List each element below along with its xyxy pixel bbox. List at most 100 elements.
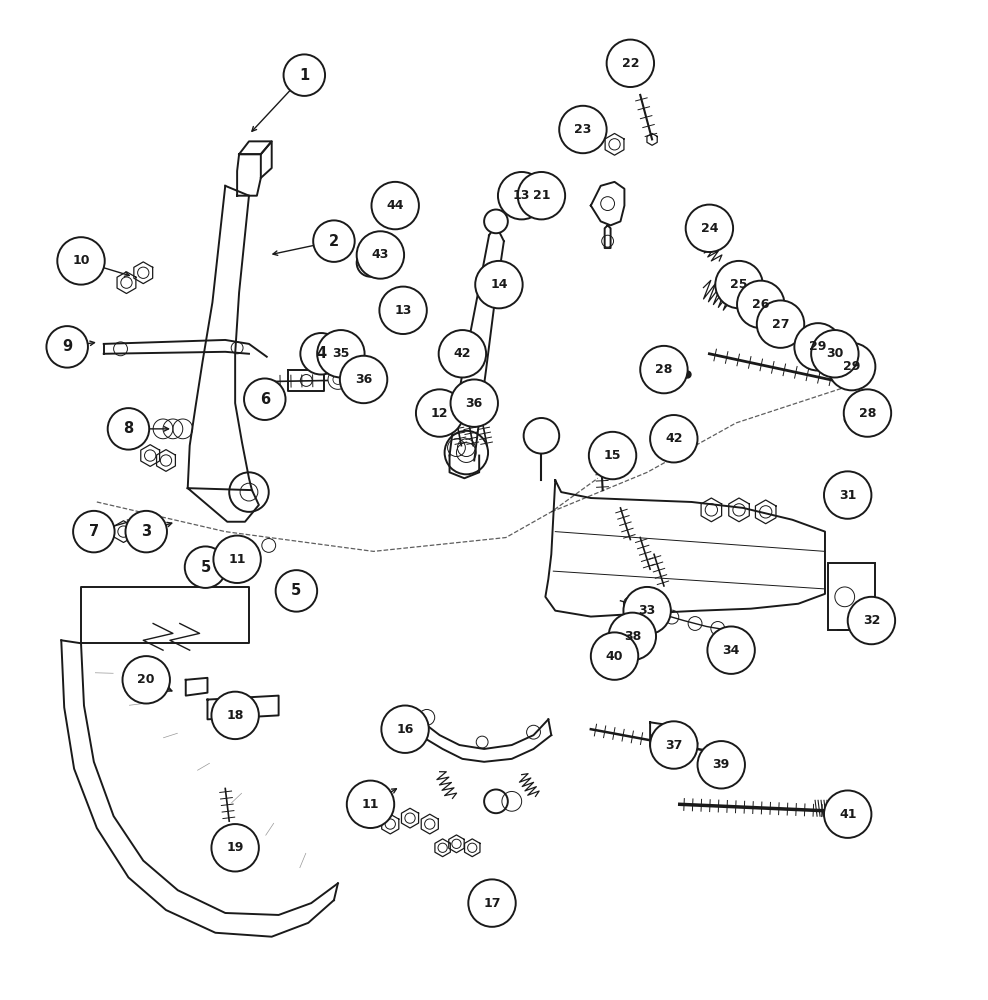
Circle shape [607, 40, 654, 87]
Circle shape [498, 172, 545, 219]
Circle shape [844, 389, 891, 437]
Text: 34: 34 [722, 644, 740, 657]
Circle shape [591, 632, 638, 680]
Circle shape [284, 54, 325, 96]
Circle shape [125, 511, 167, 552]
Circle shape [300, 333, 342, 375]
Text: 10: 10 [72, 254, 90, 267]
Circle shape [348, 370, 368, 389]
Circle shape [451, 379, 498, 427]
Circle shape [589, 432, 636, 479]
Circle shape [185, 546, 226, 588]
Circle shape [707, 626, 755, 674]
Text: 28: 28 [859, 407, 876, 420]
Text: 20: 20 [137, 673, 155, 686]
Text: 13: 13 [394, 304, 412, 317]
Circle shape [484, 210, 508, 233]
Text: 28: 28 [655, 363, 673, 376]
Text: 35: 35 [332, 347, 350, 360]
Circle shape [640, 346, 688, 393]
Text: 33: 33 [638, 604, 656, 617]
Text: 15: 15 [604, 449, 621, 462]
Text: 37: 37 [665, 739, 683, 752]
Circle shape [416, 389, 463, 437]
Text: 11: 11 [362, 798, 379, 811]
Circle shape [518, 172, 565, 219]
Text: 31: 31 [839, 489, 857, 502]
Text: 39: 39 [712, 758, 730, 771]
Circle shape [824, 790, 871, 838]
Circle shape [698, 741, 745, 788]
Circle shape [848, 597, 895, 644]
Text: 1: 1 [299, 68, 309, 83]
Text: 26: 26 [752, 298, 770, 311]
Circle shape [213, 536, 261, 583]
Circle shape [328, 370, 348, 389]
Text: 19: 19 [226, 841, 244, 854]
Text: 12: 12 [431, 407, 449, 420]
Circle shape [811, 330, 859, 377]
Circle shape [73, 511, 115, 552]
Text: 22: 22 [621, 57, 639, 70]
Circle shape [313, 220, 355, 262]
Text: 9: 9 [62, 339, 72, 354]
Text: 5: 5 [291, 583, 301, 598]
Circle shape [824, 471, 871, 519]
Circle shape [475, 261, 523, 308]
Text: 21: 21 [533, 189, 550, 202]
Circle shape [123, 656, 170, 704]
Circle shape [347, 781, 394, 828]
Circle shape [439, 330, 486, 377]
Text: 5: 5 [201, 560, 210, 575]
Text: 41: 41 [839, 808, 857, 821]
Circle shape [715, 261, 763, 308]
Circle shape [650, 721, 698, 769]
Circle shape [686, 205, 733, 252]
Text: 29: 29 [809, 340, 827, 353]
Circle shape [108, 408, 149, 450]
Circle shape [381, 706, 429, 753]
Circle shape [357, 249, 384, 277]
Text: 36: 36 [355, 373, 372, 386]
Circle shape [244, 378, 286, 420]
Text: 40: 40 [606, 650, 623, 663]
Text: 36: 36 [465, 397, 483, 410]
Text: 27: 27 [772, 318, 789, 331]
Circle shape [371, 182, 419, 229]
Circle shape [468, 879, 516, 927]
Text: 42: 42 [453, 347, 471, 360]
Circle shape [357, 231, 404, 279]
Text: 2: 2 [329, 234, 339, 249]
Circle shape [559, 106, 607, 153]
Text: 8: 8 [124, 421, 133, 436]
Text: 7: 7 [89, 524, 99, 539]
Circle shape [340, 356, 387, 403]
Circle shape [317, 330, 365, 377]
Circle shape [524, 418, 559, 454]
Circle shape [794, 323, 842, 371]
Text: 32: 32 [863, 614, 880, 627]
Text: 25: 25 [730, 278, 748, 291]
Circle shape [379, 287, 427, 334]
Circle shape [828, 343, 875, 390]
Text: 4: 4 [316, 346, 326, 361]
Text: 18: 18 [226, 709, 244, 722]
Text: 24: 24 [700, 222, 718, 235]
Text: 23: 23 [574, 123, 592, 136]
Text: 11: 11 [228, 553, 246, 566]
Circle shape [46, 326, 88, 368]
Circle shape [757, 300, 804, 348]
FancyBboxPatch shape [828, 563, 875, 630]
Circle shape [609, 613, 656, 660]
Circle shape [276, 570, 317, 612]
Circle shape [211, 692, 259, 739]
Ellipse shape [744, 309, 762, 319]
Circle shape [737, 281, 784, 328]
Text: 42: 42 [665, 432, 683, 445]
Text: 3: 3 [141, 524, 151, 539]
Text: 13: 13 [513, 189, 531, 202]
Text: 44: 44 [386, 199, 404, 212]
Text: 38: 38 [623, 630, 641, 643]
Text: 17: 17 [483, 897, 501, 910]
Text: 6: 6 [260, 392, 270, 407]
